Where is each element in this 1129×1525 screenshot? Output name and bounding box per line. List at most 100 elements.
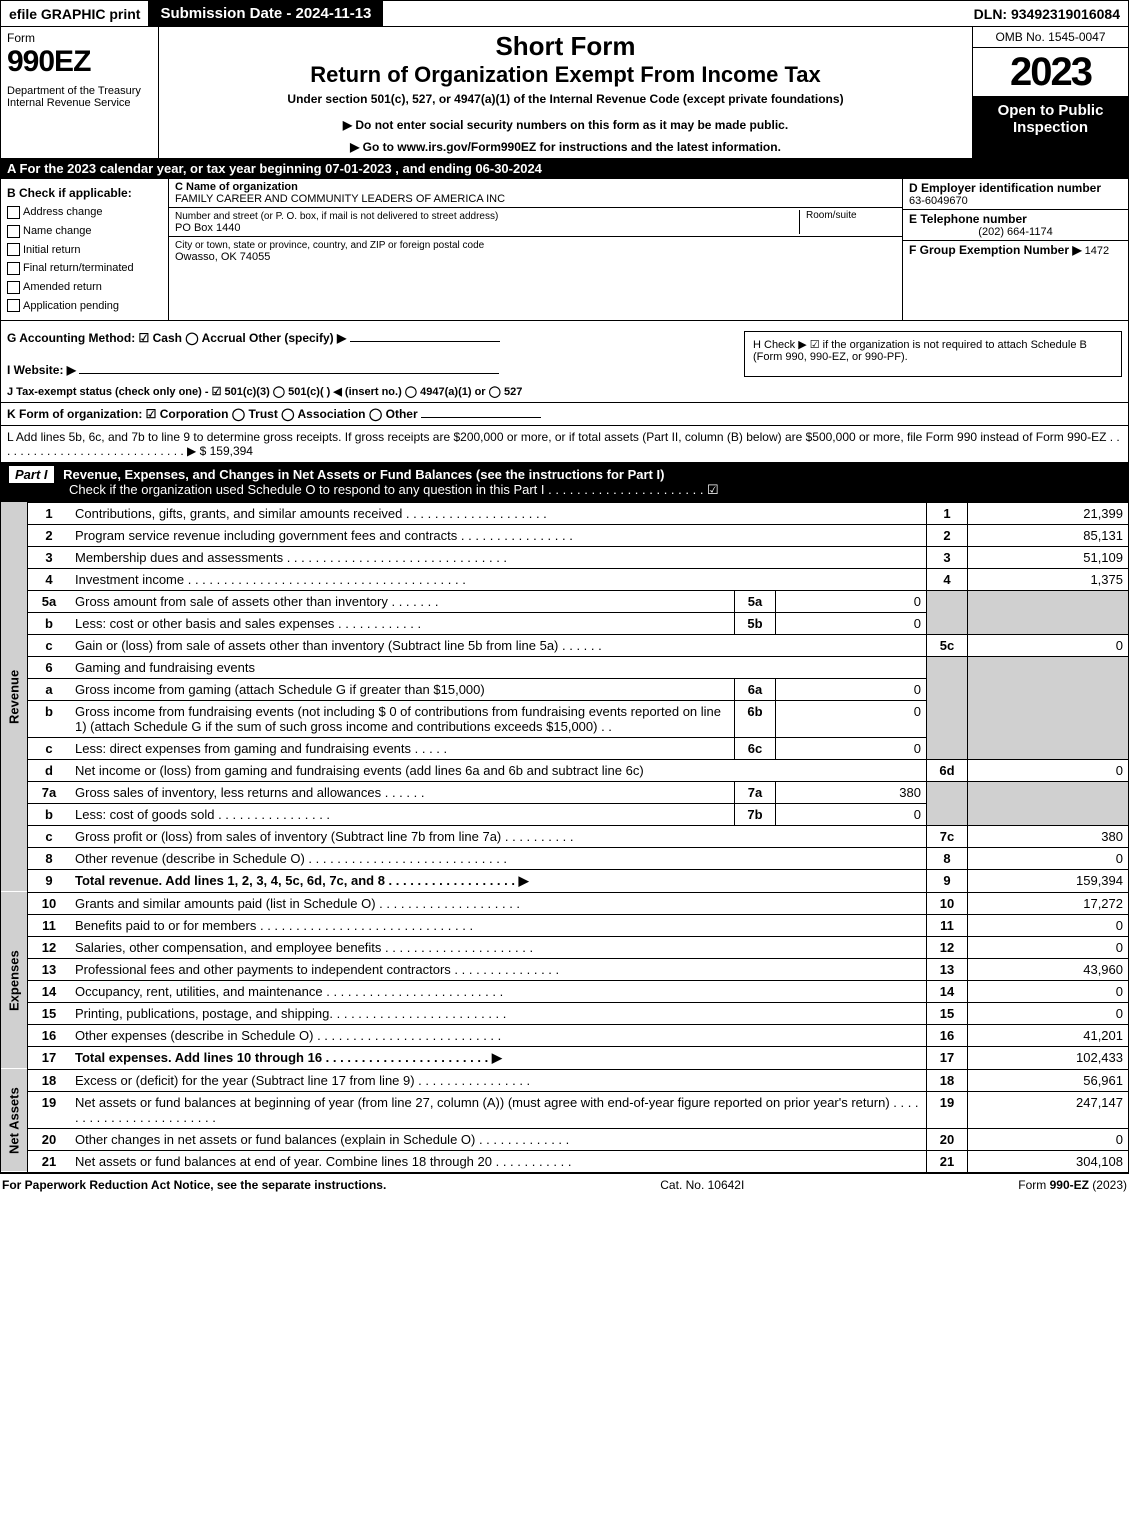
line-19-desc: Net assets or fund balances at beginning…: [70, 1091, 927, 1128]
dln: DLN: 93492319016084: [966, 2, 1128, 26]
line-1-col: 1: [927, 502, 968, 524]
line-5a-sub: 0: [776, 590, 927, 612]
goto-link[interactable]: ▶ Go to www.irs.gov/Form990EZ for instru…: [165, 140, 966, 154]
open-to-public: Open to Public Inspection: [973, 96, 1128, 158]
f-group-label: F Group Exemption Number ▶: [909, 243, 1082, 257]
j-tax-exempt: J Tax-exempt status (check only one) - ☑…: [1, 381, 1128, 403]
line-15-desc: Printing, publications, postage, and shi…: [70, 1002, 927, 1024]
c-city-label: City or town, state or province, country…: [175, 240, 484, 251]
block-bcdef: B Check if applicable: Address change Na…: [0, 179, 1129, 321]
part1-label: Part I: [9, 466, 54, 483]
line-18-amount: 56,961: [968, 1069, 1129, 1091]
line-18-desc: Excess or (deficit) for the year (Subtra…: [70, 1069, 927, 1091]
form-number: 990EZ: [7, 45, 152, 79]
f-group-val: 1472: [1085, 245, 1109, 257]
line-16-amount: 41,201: [968, 1024, 1129, 1046]
line-2-amount: 85,131: [968, 524, 1129, 546]
line-6c-sub: 0: [776, 737, 927, 759]
part1-header: Part I Revenue, Expenses, and Changes in…: [0, 463, 1129, 502]
c-addr-label: Number and street (or P. O. box, if mail…: [175, 211, 498, 222]
k-form-org: K Form of organization: ☑ Corporation ◯ …: [1, 403, 1128, 426]
col-b-checkboxes: B Check if applicable: Address change Na…: [1, 179, 169, 320]
line-5a-desc: Gross amount from sale of assets other t…: [70, 590, 735, 612]
l-gross-receipts: L Add lines 5b, 6c, and 7b to line 9 to …: [1, 426, 1128, 462]
line-6a-sub: 0: [776, 678, 927, 700]
e-phone-label: E Telephone number: [909, 212, 1122, 226]
line-10-desc: Grants and similar amounts paid (list in…: [70, 892, 927, 914]
line-6a-desc: Gross income from gaming (attach Schedul…: [70, 678, 735, 700]
line-9-desc: Total revenue. Add lines 1, 2, 3, 4, 5c,…: [70, 869, 927, 892]
line-19-amount: 247,147: [968, 1091, 1129, 1128]
line-20-amount: 0: [968, 1128, 1129, 1150]
line-21-desc: Net assets or fund balances at end of ye…: [70, 1150, 927, 1172]
line-16-desc: Other expenses (describe in Schedule O) …: [70, 1024, 927, 1046]
revenue-side-label: Revenue: [1, 502, 28, 892]
b-final-return[interactable]: Final return/terminated: [7, 259, 162, 278]
line-5c-desc: Gain or (loss) from sale of assets other…: [70, 634, 927, 656]
line-7b-desc: Less: cost of goods sold . . . . . . . .…: [70, 803, 735, 825]
b-label: B Check if applicable:: [7, 183, 162, 203]
footer-catno: Cat. No. 10642I: [660, 1178, 744, 1192]
i-website-label: I Website: ▶: [7, 363, 76, 377]
footer-formver: Form 990-EZ (2023): [1018, 1178, 1127, 1192]
line-14-desc: Occupancy, rent, utilities, and maintena…: [70, 980, 927, 1002]
e-phone: (202) 664-1174: [909, 226, 1122, 238]
line-9-amount: 159,394: [968, 869, 1129, 892]
b-name-change[interactable]: Name change: [7, 222, 162, 241]
department: Department of the Treasury Internal Reve…: [7, 85, 152, 109]
b-address-change[interactable]: Address change: [7, 203, 162, 222]
i-website-field[interactable]: [79, 361, 499, 374]
under-section: Under section 501(c), 527, or 4947(a)(1)…: [165, 92, 966, 106]
line-10-amount: 17,272: [968, 892, 1129, 914]
line-1-num: 1: [28, 502, 71, 524]
line-7c-amount: 380: [968, 825, 1129, 847]
line-12-amount: 0: [968, 936, 1129, 958]
line-2-desc: Program service revenue including govern…: [70, 524, 927, 546]
c-addr: PO Box 1440: [175, 222, 240, 234]
line-21-amount: 304,108: [968, 1150, 1129, 1172]
line-7a-sub: 380: [776, 781, 927, 803]
line-17-amount: 102,433: [968, 1046, 1129, 1069]
footer-paperwork: For Paperwork Reduction Act Notice, see …: [2, 1178, 386, 1192]
d-ein: 63-6049670: [909, 195, 1122, 207]
rows-ghijkl: G Accounting Method: ☑ Cash ◯ Accrual Ot…: [0, 321, 1129, 463]
col-c-org: C Name of organization FAMILY CAREER AND…: [169, 179, 902, 320]
short-form-title: Short Form: [165, 31, 966, 62]
part1-title: Revenue, Expenses, and Changes in Net As…: [63, 467, 664, 482]
page-footer: For Paperwork Reduction Act Notice, see …: [0, 1173, 1129, 1196]
omb-number: OMB No. 1545-0047: [973, 27, 1128, 48]
line-6b-desc: Gross income from fundraising events (no…: [70, 700, 735, 737]
c-org-name: FAMILY CAREER AND COMMUNITY LEADERS OF A…: [175, 193, 505, 205]
form-word: Form: [7, 31, 152, 45]
c-room-label: Room/suite: [800, 210, 896, 234]
line-4-amount: 1,375: [968, 568, 1129, 590]
line-3-desc: Membership dues and assessments . . . . …: [70, 546, 927, 568]
d-ein-label: D Employer identification number: [909, 181, 1122, 195]
line-13-amount: 43,960: [968, 958, 1129, 980]
part1-check: Check if the organization used Schedule …: [69, 482, 719, 497]
part1-table: Revenue 1 Contributions, gifts, grants, …: [0, 502, 1129, 1173]
b-amended-return[interactable]: Amended return: [7, 278, 162, 297]
line-20-desc: Other changes in net assets or fund bala…: [70, 1128, 927, 1150]
line-11-amount: 0: [968, 914, 1129, 936]
line-5c-amount: 0: [968, 634, 1129, 656]
line-7b-sub: 0: [776, 803, 927, 825]
line-13-desc: Professional fees and other payments to …: [70, 958, 927, 980]
line-1-amount: 21,399: [968, 502, 1129, 524]
line-6-desc: Gaming and fundraising events: [70, 656, 927, 678]
efile-print-label[interactable]: efile GRAPHIC print: [1, 2, 148, 26]
line-6c-desc: Less: direct expenses from gaming and fu…: [70, 737, 735, 759]
tax-year: 2023: [973, 48, 1128, 96]
line-5b-desc: Less: cost or other basis and sales expe…: [70, 612, 735, 634]
line-6d-amount: 0: [968, 759, 1129, 781]
b-initial-return[interactable]: Initial return: [7, 241, 162, 260]
line-6d-desc: Net income or (loss) from gaming and fun…: [70, 759, 927, 781]
line-11-desc: Benefits paid to or for members . . . . …: [70, 914, 927, 936]
c-name-label: C Name of organization: [175, 181, 298, 193]
line-7a-desc: Gross sales of inventory, less returns a…: [70, 781, 735, 803]
h-schedule-b: H Check ▶ ☑ if the organization is not r…: [744, 331, 1122, 377]
line-8-amount: 0: [968, 847, 1129, 869]
line-6b-sub: 0: [776, 700, 927, 737]
line-8-desc: Other revenue (describe in Schedule O) .…: [70, 847, 927, 869]
b-application-pending[interactable]: Application pending: [7, 297, 162, 316]
